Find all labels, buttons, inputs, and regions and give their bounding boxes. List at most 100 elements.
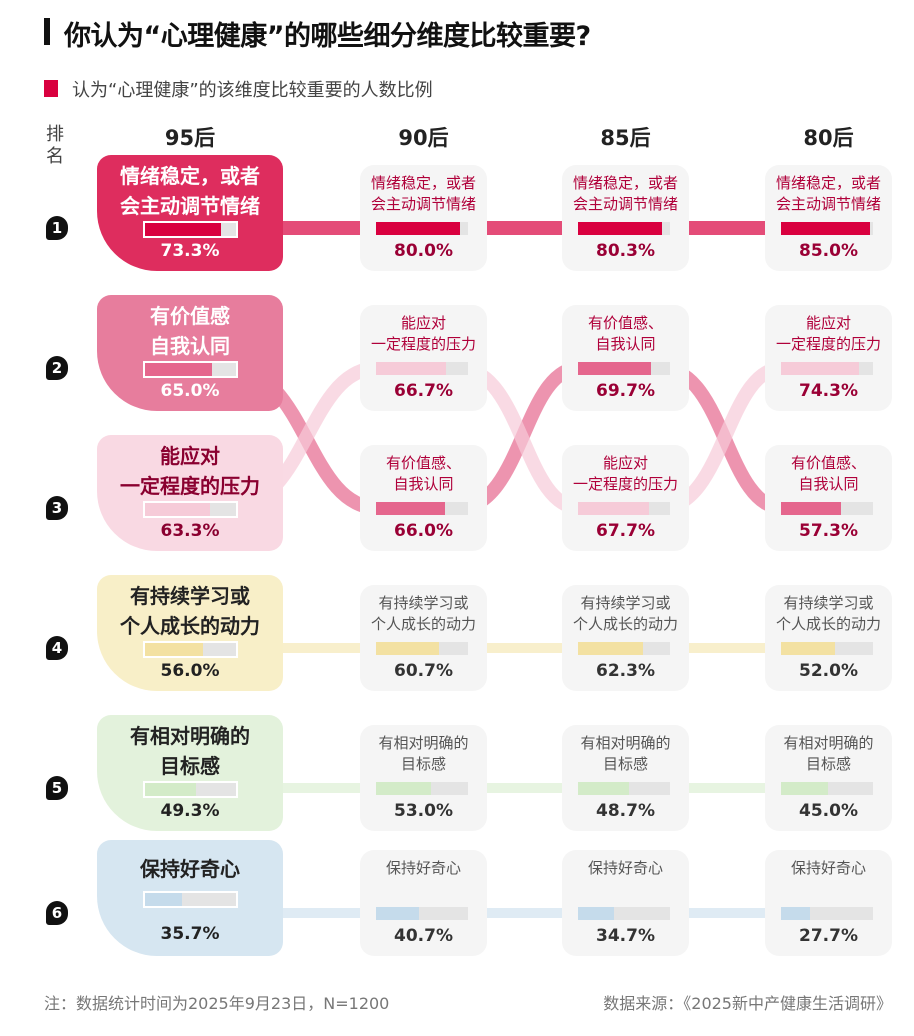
percent-bar (143, 361, 238, 378)
percent-bar (376, 782, 468, 795)
label-line: 有价值感、 (385, 454, 461, 472)
label-line: 有相对明确的 (783, 734, 874, 752)
percent-bar (143, 891, 238, 908)
percent-bar-fill (145, 783, 196, 796)
label-line: 自我认同 (393, 475, 454, 493)
label-line: 自我认同 (595, 335, 656, 353)
dimension-label: 情绪稳定，或者 会主动调节情绪 (360, 173, 487, 215)
legend-swatch (44, 80, 58, 97)
dimension-label: 保持好奇心 (562, 858, 689, 879)
rank-card: 有价值感、 自我认同 66.0% (360, 445, 487, 551)
percent-value: 63.3% (160, 521, 220, 541)
percent-bar (376, 642, 468, 655)
label-line: 有价值感、 (790, 454, 866, 472)
rank-card: 有价值感、自我认同 57.3% (765, 445, 892, 551)
rank-card: 保持好奇心 34.7% (562, 850, 689, 956)
rank-card: 能应对一定程度的压力 74.3% (765, 305, 892, 411)
label-line: 个人成长的动力 (120, 614, 260, 638)
dimension-label: 情绪稳定，或者 会主动调节情绪 (765, 173, 892, 215)
dimension-label: 有持续学习或 个人成长的动力 (97, 581, 283, 641)
percent-value: 57.3% (799, 521, 858, 541)
percent-bar (143, 221, 238, 238)
percent-value: 34.7% (596, 926, 655, 946)
label-line: 目标感 (602, 755, 648, 773)
label-line: 有持续学习或 (580, 594, 671, 612)
rank-badge-3: 3 (46, 496, 68, 520)
dimension-label: 能应对一定程度的压力 (97, 441, 283, 501)
dimension-label: 有持续学习或 个人成长的动力 (765, 593, 892, 635)
percent-value: 53.0% (394, 801, 453, 821)
rank-card: 保持好奇心 40.7% (360, 850, 487, 956)
percent-bar (578, 782, 670, 795)
percent-value: 40.7% (394, 926, 453, 946)
percent-bar-fill (781, 907, 810, 920)
label-line: 个人成长的动力 (370, 615, 476, 633)
percent-value: 65.0% (160, 381, 220, 401)
dimension-label: 有持续学习或 个人成长的动力 (562, 593, 689, 635)
percent-bar (781, 502, 873, 515)
dimension-label: 有价值感 自我认同 (97, 301, 283, 361)
label-line: 能应对 (805, 314, 851, 332)
footnote: 注：数据统计时间为2025年9月23日，N=1200 (44, 994, 390, 1013)
label-line: 保持好奇心 (790, 859, 866, 877)
rank-card: 有相对明确的 目标感 49.3% (97, 715, 283, 831)
percent-bar-fill (145, 223, 221, 236)
percent-bar-fill (578, 222, 662, 235)
generation-header: 80后 (803, 126, 854, 150)
rank-badge-5: 5 (46, 776, 68, 800)
percent-bar-fill (145, 363, 213, 376)
rank-card: 有价值感 自我认同 65.0% (97, 295, 283, 411)
label-line: 一定程度的压力 (120, 474, 260, 498)
percent-bar-fill (376, 642, 440, 655)
dimension-label: 有持续学习或 个人成长的动力 (360, 593, 487, 635)
percent-bar (781, 362, 873, 375)
percent-value: 73.3% (160, 241, 220, 261)
percent-bar (578, 222, 670, 235)
percent-value: 35.7% (160, 924, 220, 944)
dimension-label: 情绪稳定，或者 会主动调节情绪 (97, 161, 283, 221)
rank-badge-1: 1 (46, 216, 68, 240)
label-line: 有相对明确的 (378, 734, 469, 752)
title-accent-bar (44, 18, 50, 45)
percent-bar (781, 222, 873, 235)
label-line: 能应对 (160, 444, 220, 468)
percent-value: 62.3% (596, 661, 655, 681)
label-line: 自我认同 (798, 475, 859, 493)
label-line: 有价值感、 (587, 314, 663, 332)
generation-header: 95后 (164, 126, 216, 150)
percent-bar (578, 907, 670, 920)
dimension-label: 有相对明确的 目标感 (765, 733, 892, 775)
percent-value: 74.3% (799, 381, 858, 401)
dimension-label: 情绪稳定，或者 会主动调节情绪 (562, 173, 689, 215)
page-title: 你认为“心理健康”的哪些细分维度比较重要? (64, 21, 591, 52)
rank-card: 能应对 一定程度的压力 66.7% (360, 305, 487, 411)
label-line: 有持续学习或 (130, 584, 250, 608)
percent-bar (578, 642, 670, 655)
percent-bar (143, 501, 238, 518)
percent-bar-fill (376, 907, 419, 920)
percent-value: 27.7% (799, 926, 858, 946)
percent-bar-fill (376, 502, 445, 515)
rank-card: 情绪稳定，或者 会主动调节情绪 73.3% (97, 155, 283, 271)
rank-badge-2: 2 (46, 356, 68, 380)
legend-label: 认为“心理健康”的该维度比较重要的人数比例 (72, 80, 433, 101)
label-line: 一定程度的压力 (775, 335, 881, 353)
label-line: 能应对 (602, 454, 648, 472)
percent-value: 66.7% (394, 381, 453, 401)
percent-value: 80.0% (394, 241, 453, 261)
label-line: 情绪稳定，或者 (775, 174, 881, 192)
dimension-label: 有价值感、 自我认同 (360, 453, 487, 495)
percent-value: 56.0% (160, 661, 220, 681)
percent-bar-fill (578, 782, 629, 795)
dimension-label: 保持好奇心 (765, 858, 892, 879)
dimension-label: 能应对一定程度的压力 (765, 313, 892, 355)
percent-value: 69.7% (596, 381, 655, 401)
percent-value: 85.0% (799, 241, 858, 261)
data-source: 数据来源：《2025新中产健康生活调研》 (603, 994, 892, 1013)
rank-card: 保持好奇心 27.7% (765, 850, 892, 956)
dimension-label: 有相对明确的 目标感 (97, 721, 283, 781)
rank-badge-6: 6 (46, 901, 68, 925)
label-line: 有价值感 (150, 304, 230, 328)
label-line: 目标感 (400, 755, 446, 773)
percent-bar-fill (781, 222, 870, 235)
